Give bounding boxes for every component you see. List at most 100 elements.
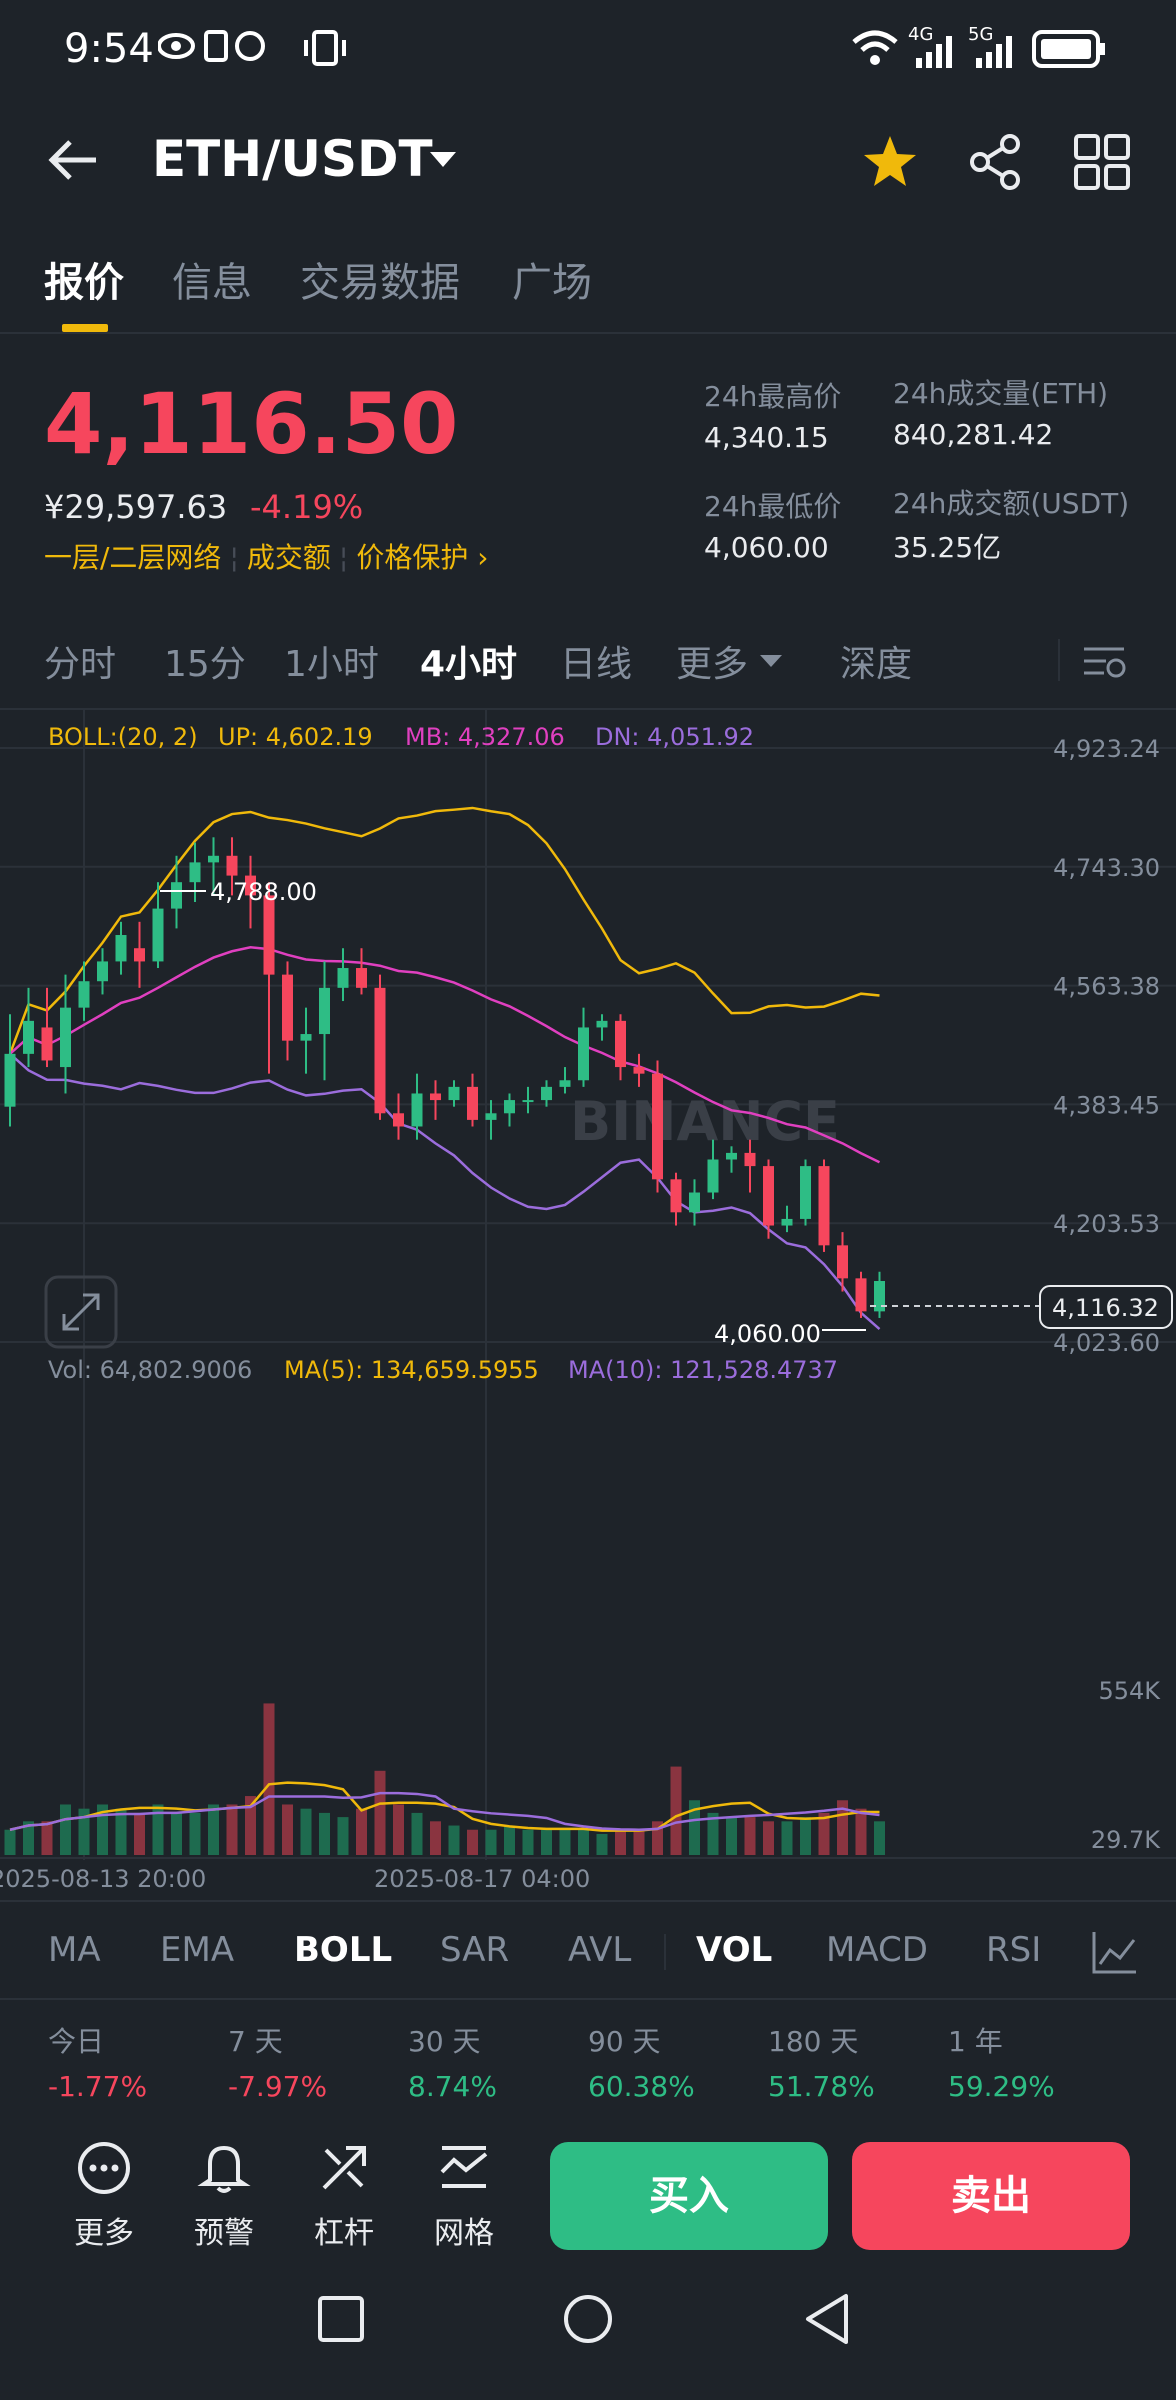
tab-square[interactable]: 广场 [512, 260, 592, 306]
candle-body [559, 1080, 571, 1087]
candle-body [578, 1027, 589, 1081]
ind-rsi[interactable]: RSI [986, 1930, 1042, 1970]
indicator-settings-icon[interactable] [1090, 1928, 1140, 1982]
last-price: 4,116.50 [44, 375, 459, 473]
interval-more[interactable]: 更多 [676, 644, 749, 685]
status-icons [157, 26, 268, 75]
tab-trading-data[interactable]: 交易数据 [300, 260, 460, 306]
boll-legend-mb: MB: 4,327.06 [405, 723, 565, 751]
recent-apps-button[interactable] [318, 2296, 364, 2342]
net2-label: 5G [968, 24, 994, 45]
tab-info[interactable]: 信息 [172, 260, 252, 306]
grid-button[interactable]: 网格 [414, 2140, 514, 2252]
candle-body [171, 882, 182, 909]
volume-bar [485, 1829, 497, 1855]
volume-bar [726, 1817, 737, 1855]
interval-1d[interactable]: 日线 [560, 644, 633, 685]
wifi-icon [850, 26, 900, 74]
vol-legend-vol: Vol: 64,802.9006 [48, 1356, 252, 1384]
ind-macd[interactable]: MACD [826, 1930, 928, 1970]
pair-title[interactable]: ETH/USDT [152, 130, 433, 188]
volume-bar [115, 1808, 127, 1855]
volume-bar [578, 1829, 589, 1855]
grid-menu-icon[interactable] [1072, 132, 1132, 192]
pair-dropdown-icon[interactable] [430, 152, 456, 167]
volume-bar [596, 1833, 608, 1855]
ind-ema[interactable]: EMA [160, 1930, 235, 1970]
fullscreen-button[interactable] [44, 1275, 118, 1349]
volume-bar [837, 1800, 848, 1855]
volume-bar [633, 1829, 645, 1855]
candle-body [485, 1113, 497, 1120]
candle-body [245, 875, 256, 896]
ind-ma[interactable]: MA [48, 1930, 101, 1970]
more-button[interactable]: 更多 [54, 2140, 154, 2252]
volume-bar [282, 1804, 293, 1855]
low-marker-label: 4,060.00 [714, 1320, 821, 1348]
back-button[interactable] [806, 2294, 848, 2344]
home-button[interactable] [564, 2295, 612, 2343]
share-icon[interactable] [966, 132, 1026, 192]
low-label: 24h最低价 [704, 490, 842, 523]
candle-body [23, 1020, 34, 1054]
interval-15m[interactable]: 15分 [164, 644, 246, 685]
favorite-star-icon[interactable] [860, 132, 920, 192]
chevron-down-icon[interactable] [760, 655, 782, 667]
candle-body [652, 1073, 663, 1180]
boll-legend-dn: DN: 4,051.92 [595, 723, 754, 751]
battery-icon [1032, 30, 1108, 74]
candle-body [726, 1152, 737, 1160]
chart-settings-icon[interactable] [1080, 641, 1130, 685]
buy-button[interactable]: 买入 [550, 2142, 828, 2250]
candle-body [596, 1020, 608, 1028]
tag-turnover[interactable]: 成交额 [246, 541, 331, 574]
perf-value: -1.77% [48, 2070, 148, 2103]
leverage-button[interactable]: 杠杆 [294, 2140, 394, 2252]
perf-value: 8.74% [408, 2070, 497, 2103]
vol-axis-bottom: 29.7K [1091, 1826, 1161, 1854]
amount-label: 24h成交额(USDT) [893, 487, 1130, 520]
candle-body [430, 1093, 441, 1101]
ind-avl[interactable]: AVL [568, 1930, 632, 1970]
candle-body [97, 961, 108, 982]
kline-chart[interactable]: BOLL:(20, 2) UP: 4,602.19 MB: 4,327.06 D… [0, 708, 1176, 1908]
volume-bar [374, 1770, 386, 1855]
ind-sar[interactable]: SAR [440, 1930, 510, 1970]
alert-button[interactable]: 预警 [174, 2140, 274, 2252]
more-label: 更多 [74, 2216, 134, 2251]
interval-4h[interactable]: 4小时 [420, 644, 518, 685]
volume-bar [781, 1821, 793, 1855]
time-axis-1: 2025-08-13 20:00 [0, 1865, 206, 1893]
boll-middle-line [9, 946, 881, 1164]
ind-vol[interactable]: VOL [696, 1930, 773, 1970]
boll-lower-line [9, 1052, 881, 1331]
perf-label: 180 天 [768, 2025, 859, 2058]
tag-row: 一层/二层网络 ¦ 成交额 ¦ 价格保护 › [44, 536, 488, 576]
eye-nfc-icons [157, 30, 265, 62]
vol-ma5-line [9, 1781, 880, 1832]
tag-price-protection[interactable]: 价格保护 › [356, 541, 489, 574]
interval-time[interactable]: 分时 [44, 644, 117, 685]
candle-body [707, 1159, 719, 1193]
candle-body [818, 1166, 830, 1246]
vol-label: 24h成交量(ETH) [893, 377, 1109, 410]
interval-1h[interactable]: 1小时 [284, 644, 379, 685]
volume-bar [41, 1821, 53, 1855]
candle-body [504, 1100, 515, 1114]
back-arrow-icon[interactable] [44, 130, 104, 190]
tag-separator: ¦ [229, 541, 239, 574]
interval-depth[interactable]: 深度 [840, 644, 913, 685]
grid-trading-icon [440, 2146, 488, 2188]
volume-bar [134, 1812, 145, 1855]
tag-layer-network[interactable]: 一层/二层网络 [44, 541, 222, 574]
ind-boll[interactable]: BOLL [294, 1930, 393, 1970]
high-label: 24h最高价 [704, 380, 842, 413]
last-price-tag-label: 4,116.32 [1052, 1294, 1159, 1322]
kline-svg[interactable]: BOLL:(20, 2) UP: 4,602.19 MB: 4,327.06 D… [0, 710, 1176, 1910]
sell-button[interactable]: 卖出 [852, 2142, 1130, 2250]
candle-body [522, 1100, 534, 1103]
volume-bar [23, 1821, 34, 1855]
tab-quote[interactable]: 报价 [44, 260, 124, 306]
price-axis-label: 4,563.38 [1053, 973, 1160, 1001]
candle-body [4, 1053, 16, 1107]
